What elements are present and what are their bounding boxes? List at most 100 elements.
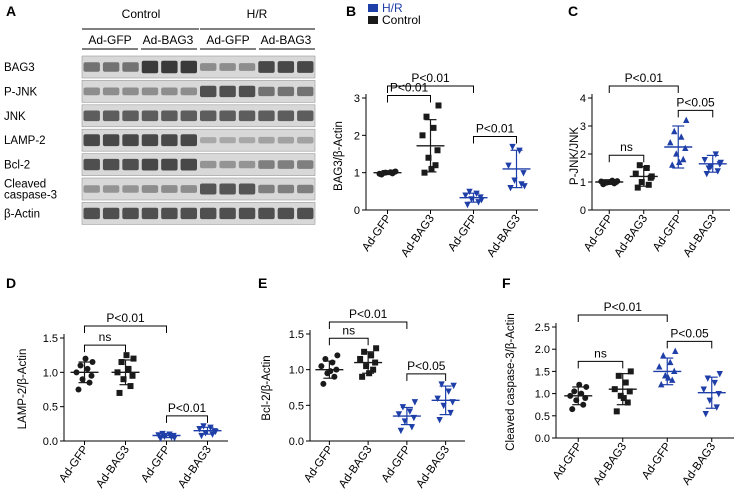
blot-band (258, 110, 275, 122)
blot-band (161, 207, 178, 220)
x-tick-label: Ad-GFP (380, 444, 414, 485)
data-point (717, 159, 724, 167)
blot-band (83, 134, 100, 147)
data-point (660, 352, 667, 359)
blot-band (83, 158, 100, 171)
data-point (669, 376, 676, 383)
data-point (473, 190, 480, 197)
blot-band (258, 160, 275, 169)
blot-band (141, 60, 159, 74)
blot-row-label: LAMP-2 (4, 135, 46, 147)
blot-band (277, 136, 295, 144)
blot-band (161, 158, 178, 171)
chart-f: F 0.0 0.5 1.0 1.5 2.0 2.5 Cleaved caspase-3/β-A… (502, 275, 734, 488)
blot-subgroup-label: Ad-GFP (88, 33, 131, 47)
blot-band (297, 136, 314, 144)
data-point (125, 365, 132, 372)
blot-strip (81, 128, 316, 152)
data-point (129, 372, 136, 379)
significance-bracket (666, 340, 713, 349)
blot-band (277, 110, 295, 122)
data-point (127, 383, 134, 390)
data-point (571, 388, 578, 395)
data-point (88, 372, 95, 379)
x-tick-label: Ad-BAG3 (682, 213, 720, 260)
data-point (627, 368, 634, 375)
data-point (716, 371, 723, 378)
blot-band (277, 86, 295, 97)
legend-swatch-control (368, 16, 378, 24)
x-tick-label: Ad-GFP (302, 444, 336, 485)
data-point (632, 170, 639, 177)
significance-label: P<0.01 (106, 311, 145, 325)
data-point (705, 165, 712, 172)
blot-strip (81, 153, 316, 176)
y-tick-label: 0.5 (289, 400, 304, 412)
blot-band (277, 61, 295, 73)
data-point (159, 430, 166, 438)
blot-band (102, 87, 120, 96)
blot-band (161, 185, 178, 193)
y-axis-label: BAG3/β-Actin (333, 121, 345, 191)
blot-band (297, 207, 314, 220)
data-point (397, 427, 405, 435)
data-point (82, 355, 89, 362)
y-tick-label: 1 (580, 177, 586, 189)
blot-band (200, 110, 217, 122)
data-point (667, 358, 674, 366)
blot-band (238, 160, 256, 169)
blot-band (161, 134, 178, 147)
blot-band (238, 63, 256, 71)
data-point (436, 417, 443, 424)
panel-label: E (258, 275, 267, 291)
blot-band (238, 137, 256, 144)
data-point (411, 399, 419, 406)
y-tick-label: 4 (580, 93, 586, 105)
data-point (320, 380, 327, 387)
data-point (713, 404, 720, 411)
blot-band (141, 207, 159, 220)
significance-label: ns (594, 346, 607, 360)
blot-band (83, 62, 100, 72)
legend: H/R Control (368, 1, 421, 27)
data-point (626, 388, 633, 395)
legend-label-control: Control (382, 13, 421, 27)
significance-bracket (84, 344, 126, 353)
data-point (331, 373, 338, 380)
blot-band (102, 62, 120, 72)
data-point (406, 408, 414, 415)
x-tick-label: Ad-GFP (551, 441, 585, 482)
blot-band (102, 207, 120, 220)
data-point (569, 406, 576, 413)
blot-band (180, 87, 197, 96)
blot-band (258, 184, 275, 194)
blot-band (141, 134, 159, 147)
significance-bracket (406, 373, 447, 381)
x-tick-label: Ad-BAG3 (176, 444, 214, 491)
data-point (425, 154, 432, 161)
x-tick-label: Ad-BAG3 (399, 213, 437, 260)
blot-band (141, 185, 159, 193)
y-tick-label: 0 (580, 205, 586, 217)
blot-band (258, 136, 275, 144)
blot-row: LAMP-2 (4, 128, 316, 152)
significance-bracket (84, 325, 167, 333)
blot-band (161, 60, 178, 74)
significance-label: P<0.01 (390, 80, 429, 94)
blot-row-label: Bcl-2 (4, 160, 30, 172)
data-point (671, 127, 678, 135)
blot-row: Bcl-2 (4, 153, 316, 176)
data-point (123, 352, 130, 359)
blot-band (238, 183, 256, 195)
data-point (613, 408, 620, 415)
data-point (171, 434, 178, 442)
blot-row: β-Actin (4, 202, 316, 225)
blot-band (258, 207, 275, 220)
blot-band (161, 87, 178, 96)
blot-band (122, 134, 139, 147)
data-point (521, 183, 528, 190)
y-axis-label: Bcl-2/β-Actin (261, 355, 273, 420)
significance-bracket (577, 360, 624, 369)
data-point (462, 192, 469, 199)
